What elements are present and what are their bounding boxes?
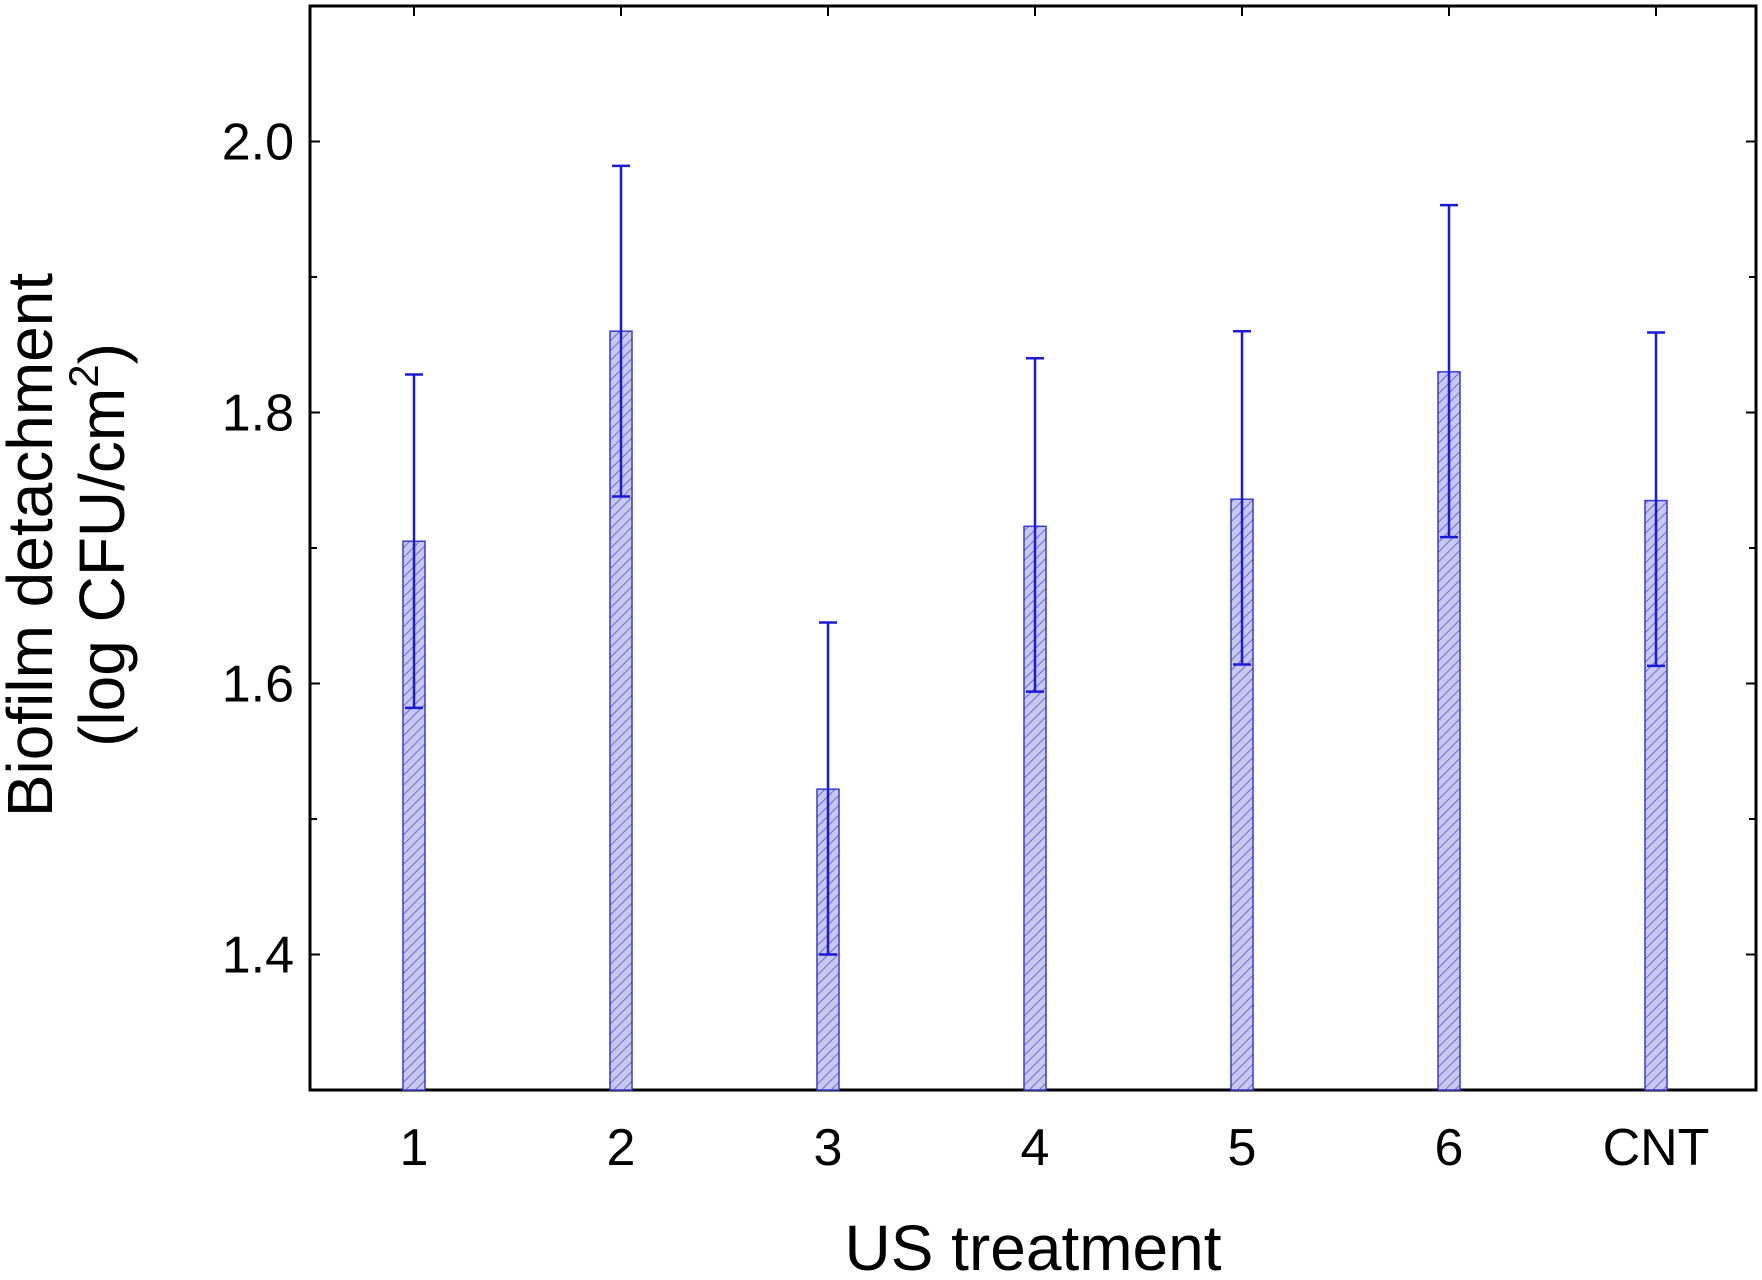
x-tick-label: 5 (1228, 1119, 1257, 1177)
x-tick-label: 4 (1021, 1119, 1050, 1177)
x-tick-label: 3 (814, 1119, 843, 1177)
x-axis: 1 2 3 4 5 6 CNT (400, 6, 1710, 1177)
x-tick-label: 6 (1435, 1119, 1464, 1177)
error-bars (405, 164, 1665, 956)
y-axis-title-line2: (log CFU/cm2) (60, 343, 138, 747)
y-axis: 1.4 1.6 1.8 2.0 (222, 5, 1756, 1091)
x-tick-label: 2 (607, 1119, 636, 1177)
y-axis-title: Biofilm detachment (log CFU/cm2) (0, 273, 138, 817)
y-tick-label: 1.6 (222, 656, 294, 714)
y-tick-label: 1.4 (222, 927, 294, 985)
x-axis-title: US treatment (844, 1212, 1221, 1280)
y-axis-title-unit: (log CFU/cm (66, 388, 138, 747)
x-tick-label: 1 (400, 1119, 429, 1177)
y-axis-title-superscript: 2 (60, 364, 107, 387)
y-tick-label: 2.0 (222, 114, 294, 172)
x-tick-label: CNT (1603, 1119, 1710, 1177)
y-axis-title-line1: Biofilm detachment (0, 273, 66, 817)
y-axis-title-close: ) (66, 343, 138, 364)
y-tick-label: 1.8 (222, 385, 294, 443)
